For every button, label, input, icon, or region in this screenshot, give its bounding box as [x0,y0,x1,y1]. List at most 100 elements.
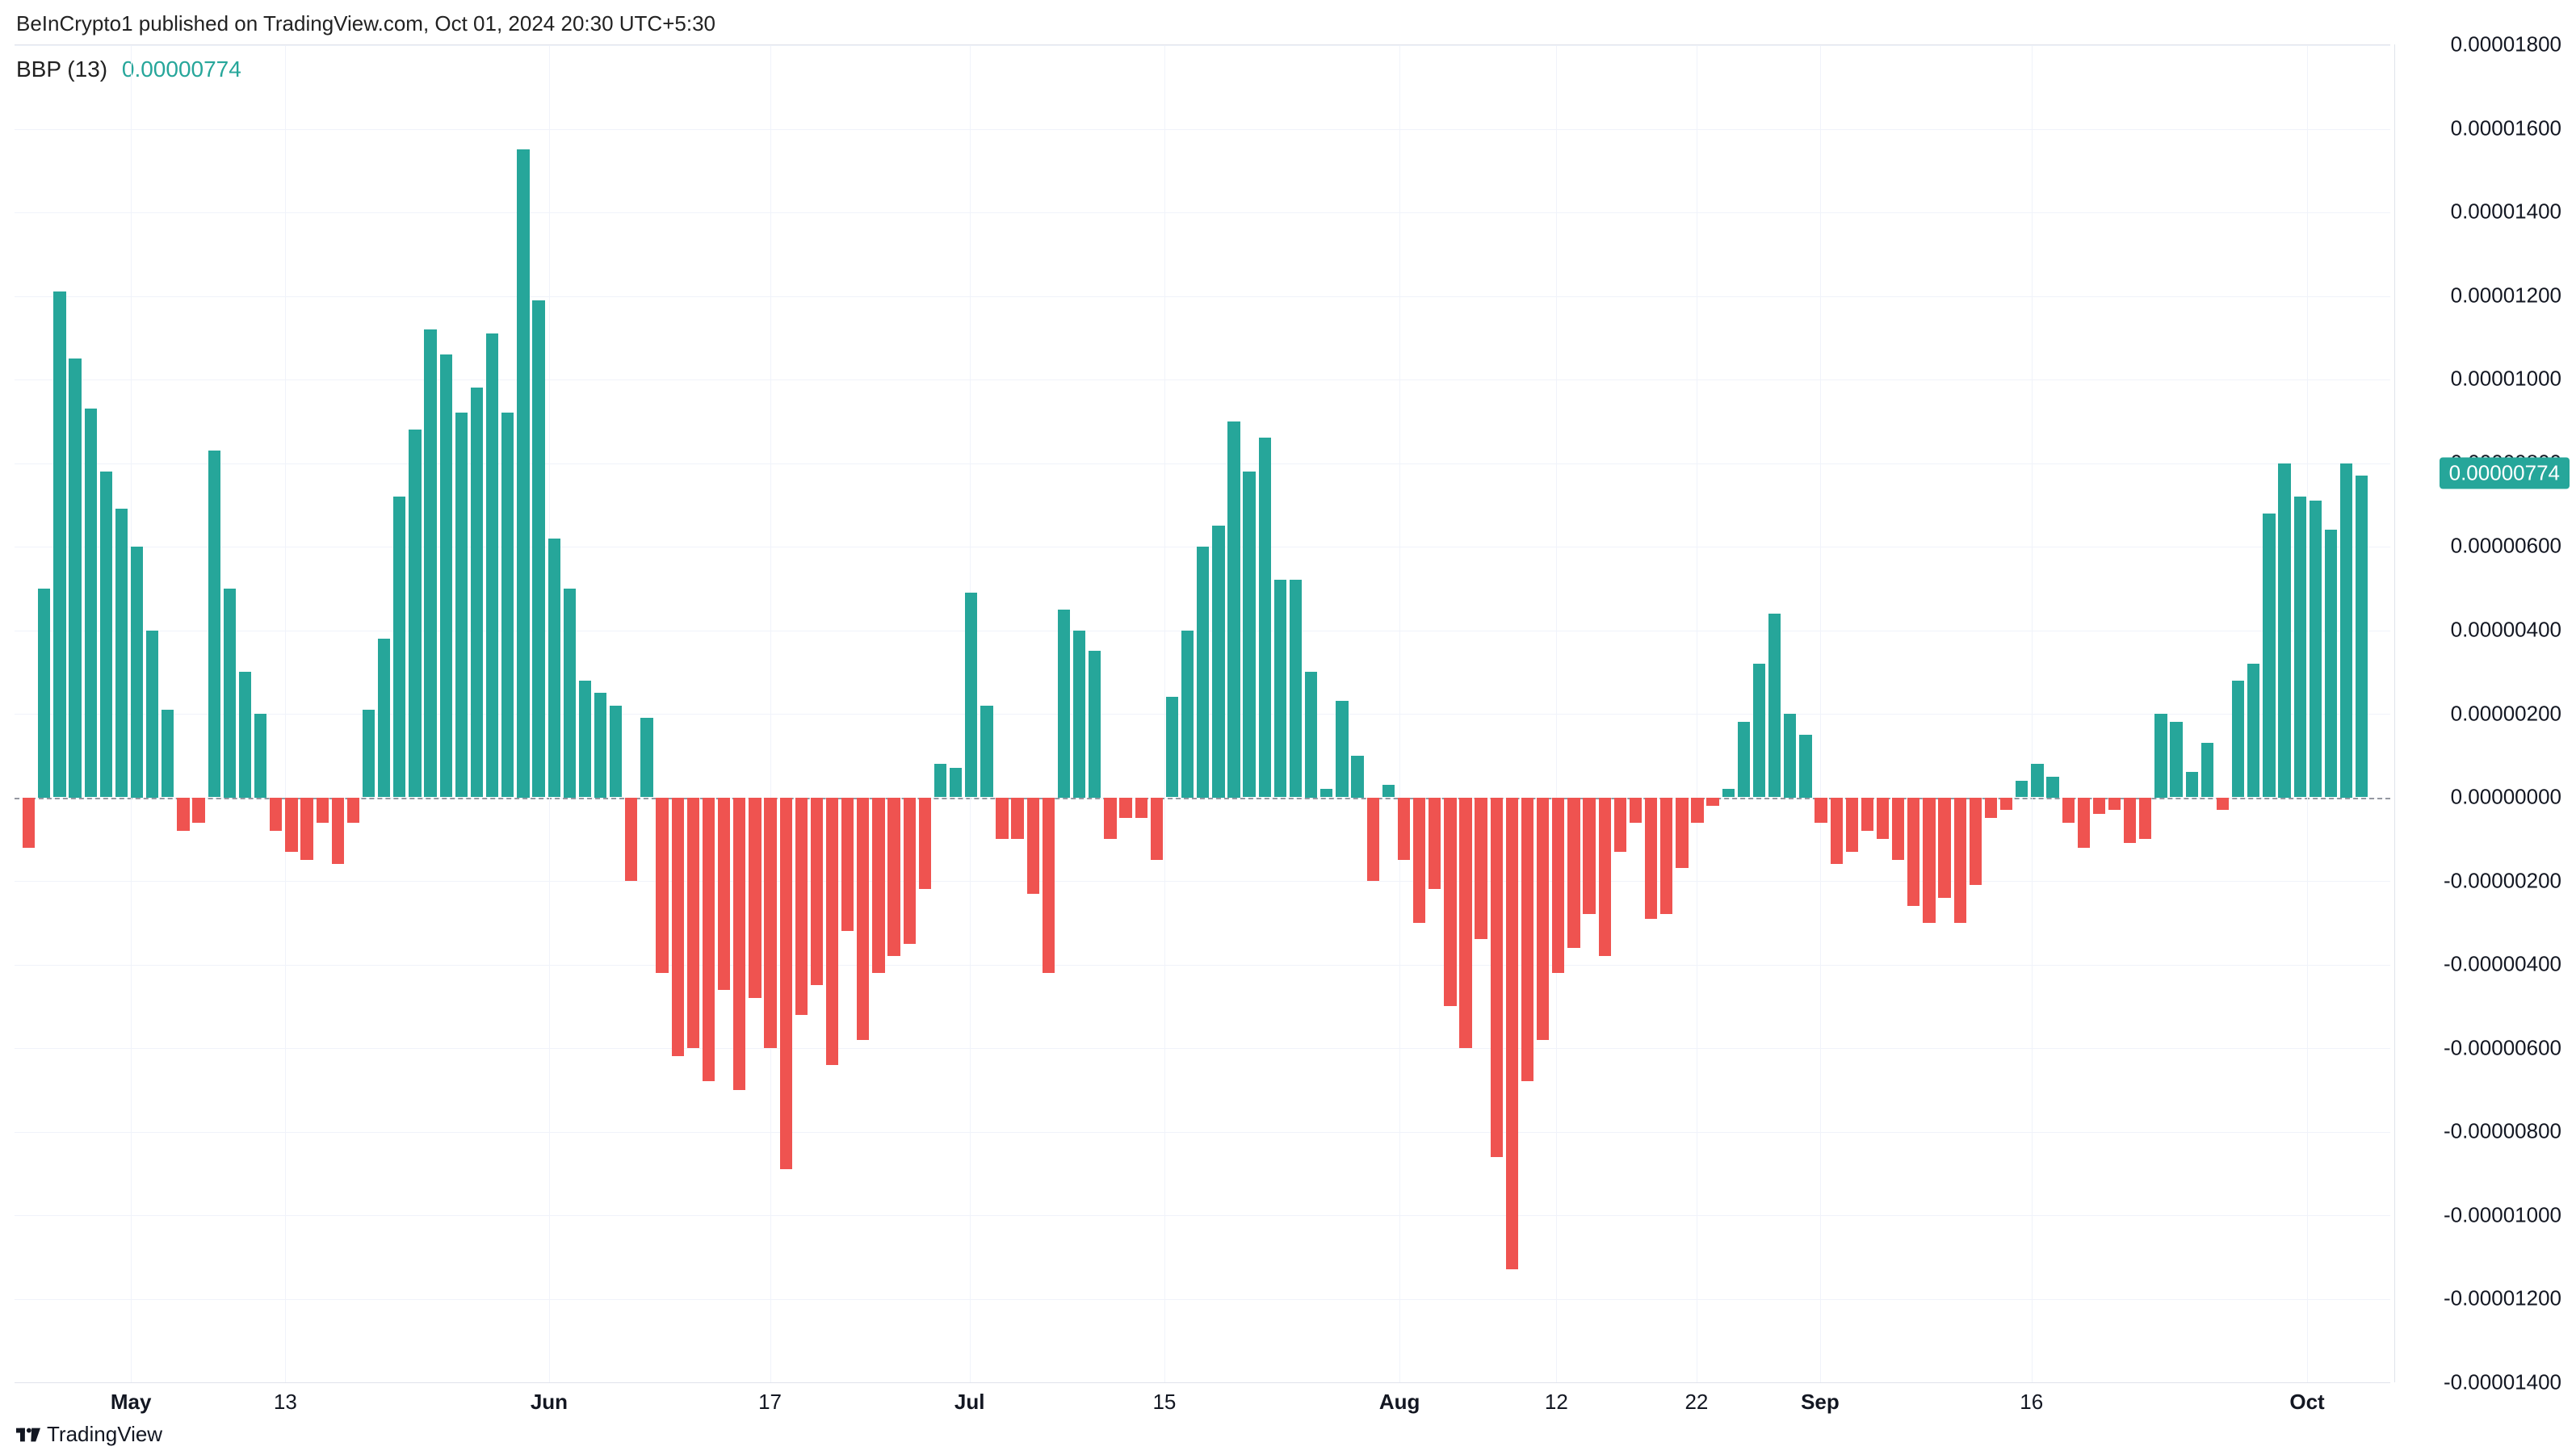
bar [471,388,483,797]
bar [115,509,128,797]
bar [872,798,884,973]
x-axis-tick-label: May [111,1390,152,1415]
bar [192,798,204,823]
bar [1413,798,1425,923]
bar [980,706,992,798]
bar [2078,798,2090,848]
bar [548,539,560,798]
bar [2325,530,2337,797]
bar [564,589,576,798]
y-axis-tick-label: 0.00001600 [2451,115,2561,140]
bar [1243,472,1255,798]
grid-line-horizontal [15,965,2390,966]
bar [1768,614,1781,798]
bar [1645,798,1657,919]
bar [1073,631,1085,798]
tradingview-logo-icon [16,1428,40,1442]
x-axis: May13Jun17Jul15Aug1222Sep16Oct [15,1382,2390,1411]
y-axis-tick-label: -0.00001000 [2444,1202,2561,1227]
bar [2263,514,2275,798]
bar [672,798,684,1057]
bar [764,798,776,1049]
bar [23,798,35,848]
bar [1166,697,1178,797]
bar [2278,463,2290,798]
bar [270,798,282,831]
bar [811,798,823,986]
chart-container: BeInCrypto1 published on TradingView.com… [0,0,2576,1455]
bar [919,798,931,890]
bar [1119,798,1131,819]
bar [208,451,220,798]
x-axis-tick-label: 13 [274,1390,297,1415]
bar [363,710,375,798]
bar [1398,798,1410,861]
bar [2201,743,2213,797]
bar [965,593,977,798]
bar [826,798,838,1065]
bar [1691,798,1703,823]
chart-plot-area[interactable] [15,44,2390,1382]
x-axis-tick-label: Oct [2289,1390,2324,1415]
y-axis-tick-label: 0.00001200 [2451,283,2561,308]
bar [1706,798,1718,806]
x-axis-tick-label: Jul [954,1390,985,1415]
bar [887,798,900,957]
bar [131,547,143,798]
bar [2108,798,2121,811]
y-axis-tick-label: 0.00000600 [2451,534,2561,559]
grid-line-horizontal [15,296,2390,297]
bar [1567,798,1580,948]
bar [1892,798,1904,861]
bar [1367,798,1379,882]
bar [1212,526,1224,797]
y-axis-tick-label: -0.00000800 [2444,1119,2561,1144]
grid-line-horizontal [15,881,2390,882]
bar [2124,798,2136,844]
y-axis-tick-label: -0.00000600 [2444,1035,2561,1060]
bar [486,333,498,797]
bar [1722,789,1735,797]
y-axis-tick-label: -0.00001200 [2444,1286,2561,1311]
grid-line-horizontal [15,463,2390,464]
bar [656,798,668,973]
bar [1799,735,1811,798]
x-axis-tick-label: 15 [1152,1390,1176,1415]
bar [1305,672,1317,797]
bar [1583,798,1595,915]
bar [455,413,468,797]
bar [2247,664,2259,798]
bar [749,798,761,998]
bar [795,798,808,1015]
x-axis-tick-label: 17 [758,1390,782,1415]
bar [1985,798,1997,819]
bar [1274,580,1286,797]
bar [579,681,591,798]
bar [85,409,97,797]
bar [640,718,652,797]
bar [1104,798,1116,840]
bar [1537,798,1549,1040]
bar [2016,781,2028,798]
bar [1290,580,1302,797]
x-axis-tick-label: 22 [1684,1390,1708,1415]
x-axis-tick-label: Jun [531,1390,568,1415]
grid-line-vertical [770,45,771,1382]
bar [1135,798,1147,819]
current-value-badge: 0.00000774 [2440,458,2570,489]
bar [53,291,65,797]
bar [393,497,405,798]
bar [610,706,622,798]
bar [1459,798,1471,1049]
y-axis-tick-label: -0.00001400 [2444,1370,2561,1395]
bar [1491,798,1503,1157]
grid-line-vertical [2307,45,2308,1382]
bar [1954,798,1966,923]
bar [2031,764,2043,797]
bar [1521,798,1533,1082]
bar [904,798,916,944]
footer-text: TradingView [47,1422,162,1447]
y-axis-tick-label: -0.00000200 [2444,868,2561,893]
bar [857,798,869,1040]
bar [1660,798,1672,915]
